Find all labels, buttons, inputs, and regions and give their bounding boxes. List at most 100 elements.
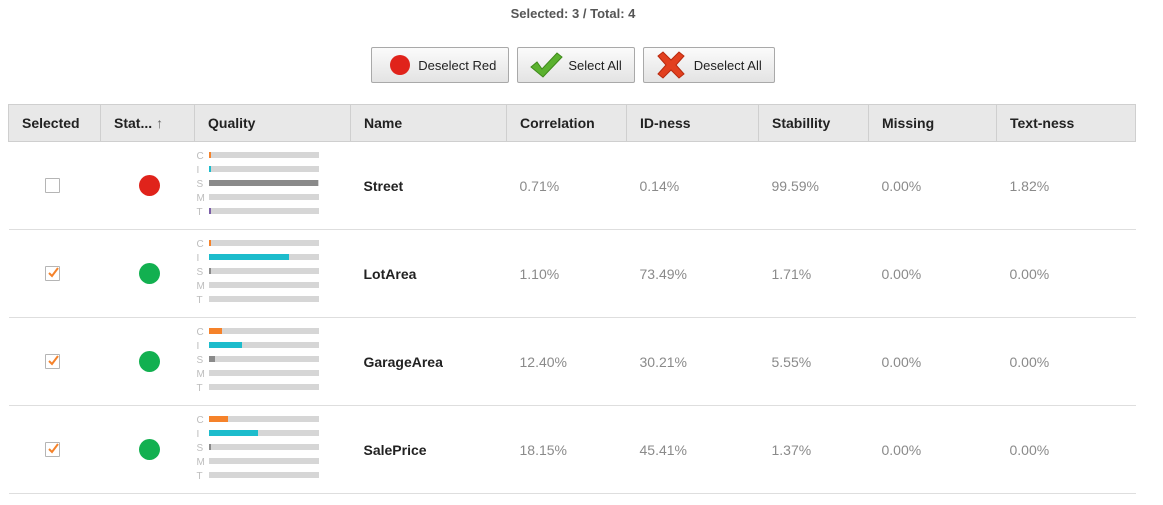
quality-bar-textness: T [197, 470, 322, 484]
stability-value: 1.71% [758, 229, 869, 318]
quality-letter: T [196, 295, 203, 306]
selection-summary: Selected: 3 / Total: 4 [0, 6, 1146, 21]
quality-bar-idness: I [197, 164, 322, 178]
row-select-checkbox[interactable] [44, 442, 60, 457]
idness-value: 30.21% [626, 317, 759, 406]
table-header-row: Selected Stat... ↑ Quality Name Correlati… [8, 104, 1136, 142]
checkmark-icon [47, 355, 59, 366]
quality-fill [208, 356, 215, 362]
red-dot-icon [390, 55, 411, 75]
column-header-textness[interactable]: Text-ness [996, 104, 1136, 142]
textness-value: 0.00% [996, 405, 1136, 494]
correlation-value: 12.40% [506, 317, 627, 406]
quality-bar-stability: S [197, 178, 322, 192]
quality-letter: M [196, 281, 205, 292]
textness-value: 1.82% [996, 141, 1136, 230]
quality-letter: S [196, 179, 204, 190]
total-count: 4 [628, 6, 636, 21]
quality-letter: T [196, 471, 203, 482]
quality-bar-missing: M [197, 192, 322, 206]
checkmark-icon [530, 52, 564, 78]
summary-separator: / [582, 6, 587, 21]
row-select-checkbox[interactable] [44, 178, 60, 193]
table-row[interactable]: C I S M T LotArea 1.10% 73.49% 1.71% 0.00% 0.00% [8, 229, 1136, 318]
textness-value: 0.00% [996, 229, 1136, 318]
quality-bar-stability: S [197, 442, 322, 456]
quality-bar-idness: I [197, 428, 322, 442]
cross-icon [657, 51, 686, 79]
column-header-missing[interactable]: Missing [868, 104, 997, 142]
quality-letter: C [196, 239, 204, 250]
missing-value: 0.00% [868, 405, 997, 494]
table-row[interactable]: C I S M T Street 0.71% 0.14% 99.59% 0.00% 1.82% [8, 141, 1136, 230]
column-header-correlation[interactable]: Correlation [506, 104, 627, 142]
correlation-value: 1.10% [506, 229, 627, 318]
quality-bar-correlation: C [197, 150, 322, 164]
quality-bar-correlation: C [197, 238, 322, 252]
column-header-status[interactable]: Stat... ↑ [100, 104, 195, 142]
quality-fill [208, 152, 211, 158]
quality-letter: S [196, 267, 204, 278]
row-select-checkbox[interactable] [44, 266, 60, 281]
row-select-checkbox[interactable] [44, 354, 60, 369]
missing-value: 0.00% [868, 141, 997, 230]
idness-value: 73.49% [626, 229, 759, 318]
stability-value: 99.59% [758, 141, 869, 230]
quality-letter: C [196, 151, 204, 162]
quality-bar-textness: T [197, 382, 322, 396]
total-label: Total: [590, 6, 625, 21]
missing-value: 0.00% [868, 317, 997, 406]
missing-value: 0.00% [868, 229, 997, 318]
deselect-red-label: Deselect Red [418, 57, 497, 73]
quality-bar-missing: M [197, 368, 322, 382]
green-status-dot-icon [138, 439, 160, 460]
quality-bar-textness: T [197, 294, 322, 308]
quality-fill [208, 268, 211, 274]
select-all-button[interactable]: Select All [517, 47, 635, 83]
checkmark-icon [47, 267, 59, 278]
quality-bar-correlation: C [197, 326, 322, 340]
quality-fill [208, 254, 290, 260]
column-header-stability[interactable]: Stabillity [758, 104, 869, 142]
column-header-quality[interactable]: Quality [194, 104, 351, 142]
quality-letter: C [196, 327, 204, 338]
green-status-dot-icon [138, 351, 160, 372]
quality-letter: M [196, 369, 205, 380]
quality-bar-idness: I [197, 252, 322, 266]
deselect-red-button[interactable]: Deselect Red [371, 47, 510, 83]
correlation-value: 0.71% [506, 141, 627, 230]
quality-bar-missing: M [197, 280, 322, 294]
red-status-dot-icon [138, 175, 160, 196]
quality-letter: I [196, 429, 200, 440]
attribute-name: Street [350, 141, 507, 230]
quality-fill [208, 240, 211, 246]
selected-count: 3 [572, 6, 580, 21]
quality-fill [208, 416, 229, 422]
stability-value: 1.37% [758, 405, 869, 494]
attribute-name: GarageArea [350, 317, 507, 406]
column-header-name[interactable]: Name [350, 104, 507, 142]
textness-value: 0.00% [996, 317, 1136, 406]
idness-value: 45.41% [626, 405, 759, 494]
table-row[interactable]: C I S M T GarageArea 12.40% 30.21% 5.55% 0.00% 0.0… [8, 317, 1136, 406]
column-header-idness[interactable]: ID-ness [626, 104, 759, 142]
correlation-value: 18.15% [506, 405, 627, 494]
quality-bar-missing: M [197, 456, 322, 470]
quality-letter: M [196, 457, 205, 468]
quality-fill [208, 430, 259, 436]
quality-fill [208, 342, 242, 348]
deselect-all-button[interactable]: Deselect All [642, 47, 775, 83]
selected-label: Selected: [510, 6, 569, 21]
quality-letter: I [196, 253, 200, 264]
sort-ascending-icon: ↑ [156, 115, 164, 131]
quality-bar-stability: S [197, 266, 322, 280]
green-status-dot-icon [138, 263, 160, 284]
quality-fill [208, 444, 211, 450]
quality-letter: C [196, 415, 204, 426]
quality-fill [208, 328, 223, 334]
column-header-selected[interactable]: Selected [8, 104, 101, 142]
table-row[interactable]: C I S M T SalePrice 18.15% 45.41% 1.37% 0.00% 0.00… [8, 405, 1136, 494]
